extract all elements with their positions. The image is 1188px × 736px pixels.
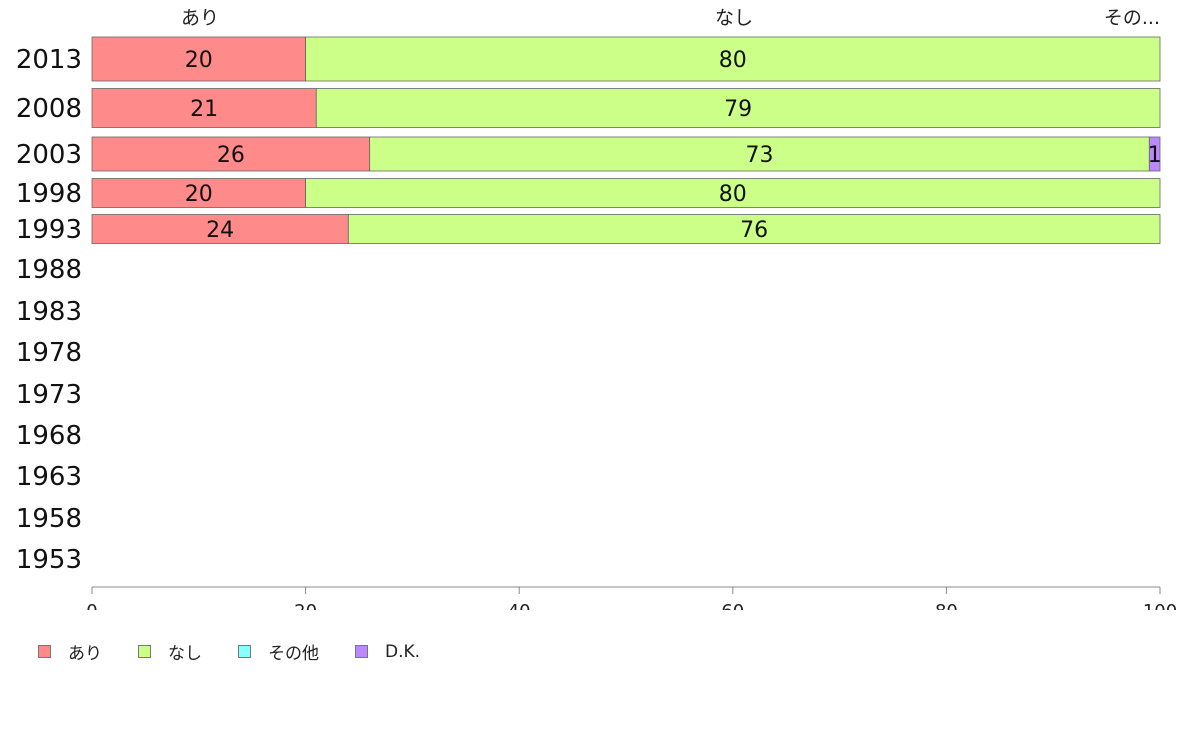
year-label-1978: 1978 xyxy=(16,338,82,368)
bar-1998-series-1 xyxy=(305,178,1161,208)
year-label-1953: 1953 xyxy=(16,545,82,575)
bar-value-label-2013-series-0: 20 xyxy=(185,48,213,73)
bar-value-label-2003-series-3: 1 xyxy=(1148,143,1162,168)
legend-swatch-1 xyxy=(138,645,151,658)
bar-2003-series-3 xyxy=(1148,136,1161,172)
year-label-2003: 2003 xyxy=(16,140,82,170)
x-axis: 0 20 40 60 80 100 xyxy=(86,586,1177,610)
legend-item-3: D.K. xyxy=(355,642,420,662)
top-label-1: なし xyxy=(715,7,753,29)
legend-item-0: あり xyxy=(38,639,102,664)
bar-value-label-2003-series-0: 26 xyxy=(217,143,245,168)
legend-item-2: その他 xyxy=(238,639,319,664)
bar-value-label-1998-series-0: 20 xyxy=(185,182,213,207)
year-label-2013: 2013 xyxy=(16,45,82,75)
x-tick-label-60: 60 xyxy=(721,601,744,610)
top-label-0: あり xyxy=(181,7,219,29)
legend-label-3: D.K. xyxy=(385,641,421,662)
bar-1993-series-1 xyxy=(347,214,1161,244)
stacked-bar-chart: あり なし その... 2013 2008 2003 1998 1993 1988 1983 19… xyxy=(16,7,1177,610)
bar-value-label-2008-series-0: 21 xyxy=(190,97,218,122)
x-tick-label-80: 80 xyxy=(935,601,958,610)
year-label-1958: 1958 xyxy=(16,504,82,534)
legend-label-1: なし xyxy=(168,644,202,664)
year-label-1963: 1963 xyxy=(16,462,82,492)
year-label-1968: 1968 xyxy=(16,421,82,451)
bar-value-label-2008-series-1: 79 xyxy=(724,97,752,122)
top-category-labels: あり なし その... xyxy=(181,7,1160,29)
legend-swatch-2 xyxy=(238,645,251,658)
bar-value-label-2003-series-1: 73 xyxy=(746,143,774,168)
bar-2013-series-0 xyxy=(91,36,307,82)
x-tick-label-0: 0 xyxy=(86,601,97,610)
legend-label-0: あり xyxy=(68,644,102,664)
bar-2003-series-1 xyxy=(369,136,1150,172)
bar-value-label-1993-series-0: 24 xyxy=(206,218,234,243)
legend-swatch-0 xyxy=(38,645,51,658)
year-label-1993: 1993 xyxy=(16,215,82,245)
x-tick-label-20: 20 xyxy=(294,601,317,610)
bar-2013-series-1 xyxy=(305,36,1161,82)
year-label-1998: 1998 xyxy=(16,179,82,209)
top-label-2: その... xyxy=(1104,7,1160,29)
bar-2008-series-1 xyxy=(315,88,1161,128)
bar-1993-series-0 xyxy=(91,214,349,244)
x-tick-label-100: 100 xyxy=(1143,601,1177,610)
year-label-1988: 1988 xyxy=(16,255,82,285)
bar-1998-series-0 xyxy=(91,178,307,208)
year-label-2008: 2008 xyxy=(16,94,82,124)
legend-item-1: なし xyxy=(138,639,202,664)
x-tick-label-40: 40 xyxy=(508,601,531,610)
legend-label-2: その他 xyxy=(268,644,319,664)
bar-2003-series-0 xyxy=(91,136,371,172)
bar-value-label-1998-series-1: 80 xyxy=(719,182,747,207)
year-label-1973: 1973 xyxy=(16,380,82,410)
bar-2008-series-0 xyxy=(91,88,317,128)
year-axis-labels: 2013 2008 2003 1998 1993 1988 1983 1978 1973 1968… xyxy=(16,45,82,575)
bar-value-label-2013-series-1: 80 xyxy=(719,48,747,73)
bar-value-label-1993-series-1: 76 xyxy=(740,218,768,243)
year-label-1983: 1983 xyxy=(16,297,82,327)
legend: あり なし その他 D.K. xyxy=(38,639,456,664)
legend-swatch-3 xyxy=(355,645,368,658)
